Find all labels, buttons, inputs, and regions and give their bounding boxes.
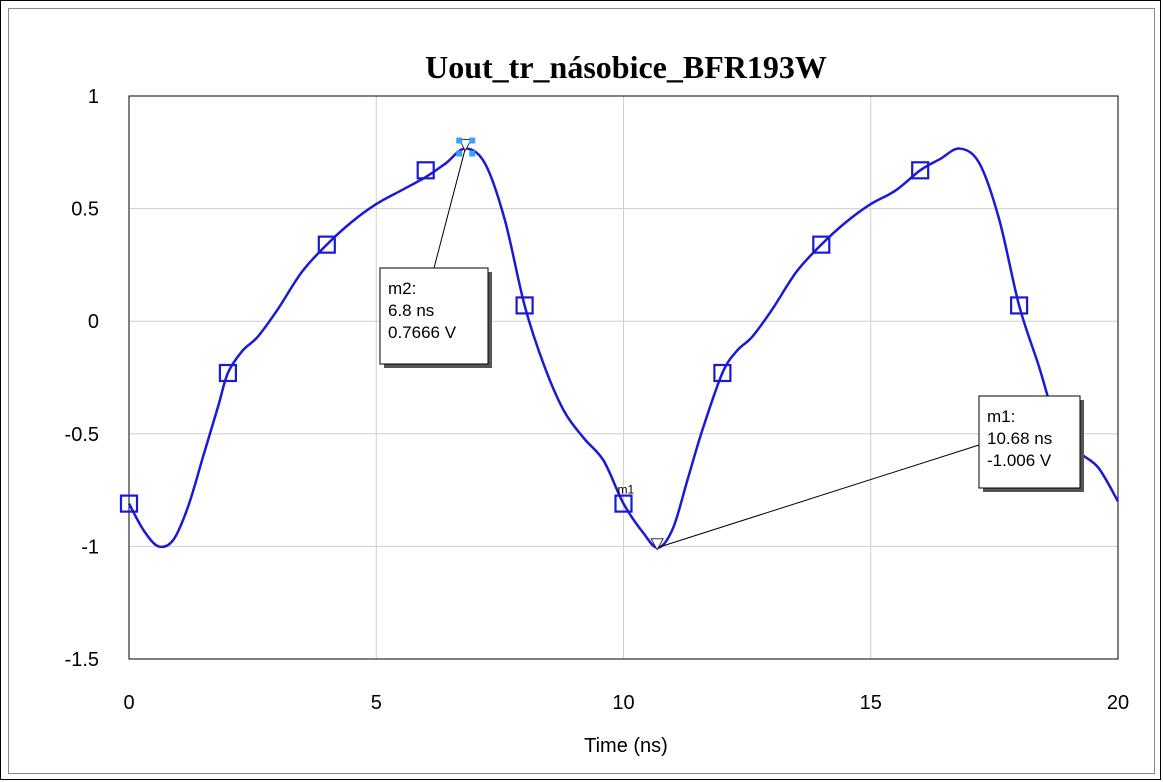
marker-leader-line [656,444,980,549]
selection-handle[interactable] [456,150,463,157]
marker-leader-line [433,148,466,269]
marker-box [379,267,489,365]
marker-label-line: m1: [987,407,1015,426]
m1-point-label: m1 [618,483,635,497]
series-point-marker [416,161,435,180]
plot-area [128,95,1119,660]
selection-handles[interactable] [456,137,476,157]
marker-label-line: m2: [388,279,416,298]
x-tick-label: 10 [612,692,634,714]
series-point-marker [614,494,633,513]
y-axis-ticks: 1 0.5 0 -0.5 -1 -1.5 [65,86,99,671]
y-tick-label: 0.5 [71,199,99,221]
x-tick-label: 0 [123,692,134,714]
marker-label-line: 10.68 ns [987,429,1052,448]
series-point-marker [515,296,534,315]
marker-label-line: 0.7666 V [388,323,457,342]
selection-handle[interactable] [469,150,476,157]
x-tick-label: 20 [1107,692,1129,714]
series-symbols [119,161,1029,513]
series-line [127,147,1120,550]
series-point-marker [713,363,732,383]
y-tick-label: 0 [88,311,99,333]
series-group [127,147,1120,550]
marker-label-line: -1.006 V [987,451,1052,470]
series-point-marker [317,235,336,254]
marker-triangle-icon [650,538,664,551]
y-tick-label: -1.5 [65,649,99,671]
series-point-marker [911,161,930,180]
marker-label-line: 6.8 ns [388,301,434,320]
y-tick-label: -0.5 [65,424,99,446]
marker-annotations: m2: 6.8 ns 0.7666 V m1: 10.68 ns -1.006 V m1 [379,137,1084,551]
selection-handle[interactable] [456,137,463,144]
series-point-marker [1009,296,1029,315]
chart-frame-inner [8,8,1155,774]
grid-lines [128,95,1119,660]
series-point-marker [119,494,139,513]
x-axis-label: Time (ns) [584,735,668,757]
x-axis-ticks: 0 5 10 15 20 [123,692,1129,714]
y-tick-label: 1 [88,86,99,108]
x-tick-label: 5 [371,692,382,714]
x-tick-label: 15 [860,692,882,714]
chart-title: Uout_tr_násobice_BFR193W [425,49,827,85]
series-point-marker [218,363,237,383]
series-point-marker [812,235,831,254]
y-tick-label: -1 [81,536,99,558]
marker-box [978,395,1081,489]
marker-m2[interactable]: m2: 6.8 ns 0.7666 V [379,139,492,368]
marker-m1[interactable]: m1: 10.68 ns -1.006 V [650,395,1084,551]
selection-handle[interactable] [469,137,476,144]
